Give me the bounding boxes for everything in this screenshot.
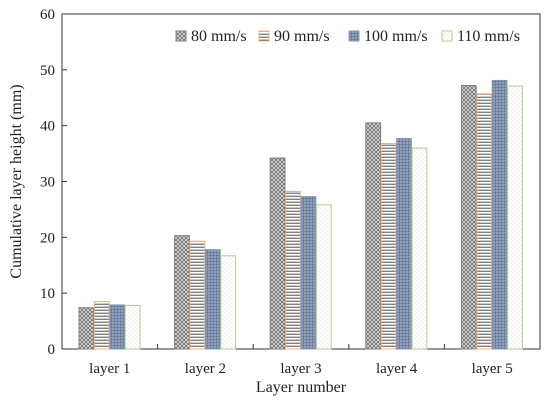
legend-label: 90 mm/s xyxy=(274,28,330,45)
legend-label: 110 mm/s xyxy=(457,28,520,45)
y-tick-label: 0 xyxy=(48,342,56,358)
bar-110-mm-per-s-layer-4 xyxy=(411,147,428,350)
bar-110-mm-per-s-layer-5 xyxy=(507,85,523,350)
legend-label: 100 mm/s xyxy=(364,28,428,45)
x-axis: layer 1 layer 2 layer 3 layer 4 layer 5 xyxy=(89,344,513,377)
legend: 80 mm/s 90 mm/s 100 mm/s 110 mm/s xyxy=(175,28,520,45)
bar-80-mm-per-s-layer-5 xyxy=(460,84,477,350)
y-axis-label: Cumulative layer height (mm) xyxy=(8,84,25,278)
y-tick-label: 50 xyxy=(40,63,55,79)
bar-100-mm-per-s-layer-4 xyxy=(396,138,412,350)
bar-100-mm-per-s-layer-2 xyxy=(204,249,221,350)
bar-90-mm-per-s-layer-4 xyxy=(380,143,397,350)
y-axis: 0 10 20 30 40 50 60 xyxy=(40,7,67,358)
bar-110-mm-per-s-layer-1 xyxy=(124,304,141,350)
bar-100-mm-per-s-layer-5 xyxy=(491,79,508,350)
x-tick-label: layer 5 xyxy=(472,361,513,377)
bar-80-mm-per-s-layer-2 xyxy=(174,235,190,350)
bar-90-mm-per-s-layer-1 xyxy=(93,301,110,350)
bar-80-mm-per-s-layer-4 xyxy=(365,122,382,350)
bar-90-mm-per-s-layer-3 xyxy=(285,191,301,350)
x-tick-label: layer 1 xyxy=(89,361,130,377)
legend-label: 80 mm/s xyxy=(191,28,247,45)
y-tick-label: 40 xyxy=(40,119,55,135)
y-tick-label: 20 xyxy=(40,230,55,246)
legend-swatch xyxy=(258,30,270,42)
legend-swatch xyxy=(175,30,187,42)
bar-90-mm-per-s-layer-2 xyxy=(189,240,206,350)
bar-110-mm-per-s-layer-2 xyxy=(220,255,237,350)
x-axis-label: Layer number xyxy=(256,379,347,396)
x-tick-label: layer 2 xyxy=(185,361,226,377)
bar-100-mm-per-s-layer-3 xyxy=(300,196,317,350)
bars xyxy=(78,79,523,350)
bar-80-mm-per-s-layer-1 xyxy=(78,307,95,350)
bar-110-mm-per-s-layer-3 xyxy=(315,204,332,350)
legend-swatch xyxy=(441,30,453,42)
y-tick-label: 60 xyxy=(40,7,55,23)
y-tick-label: 30 xyxy=(40,175,55,191)
x-tick-label: layer 3 xyxy=(280,361,321,377)
bar-90-mm-per-s-layer-5 xyxy=(476,93,493,350)
bar-80-mm-per-s-layer-3 xyxy=(269,157,286,350)
y-tick-label: 10 xyxy=(40,286,55,302)
legend-swatch xyxy=(348,30,360,42)
bar-100-mm-per-s-layer-1 xyxy=(109,304,126,350)
x-tick-label: layer 4 xyxy=(376,361,418,377)
